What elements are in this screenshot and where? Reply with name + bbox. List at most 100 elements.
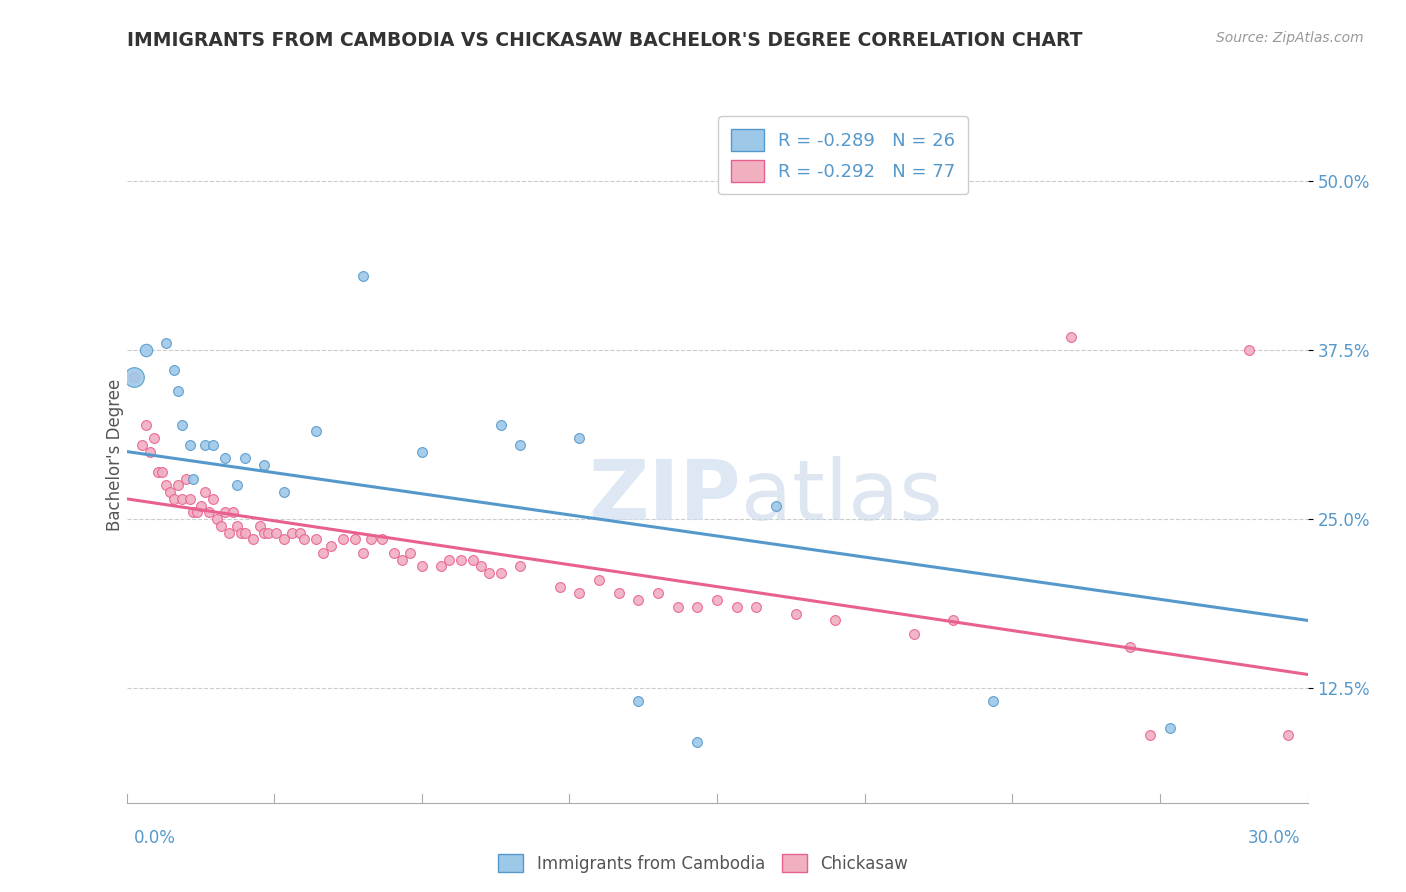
Point — [233, 451, 256, 466]
Point — [903, 627, 925, 641]
Point — [150, 465, 173, 479]
Point — [155, 336, 177, 351]
Point — [686, 735, 709, 749]
Point — [135, 343, 157, 358]
Point — [281, 525, 304, 540]
Point — [194, 438, 217, 452]
Y-axis label: Bachelor's Degree: Bachelor's Degree — [107, 379, 124, 531]
Point — [166, 384, 188, 398]
Point — [430, 559, 453, 574]
Point — [588, 573, 610, 587]
Point — [190, 499, 212, 513]
Point — [166, 478, 188, 492]
Point — [225, 478, 247, 492]
Point — [288, 525, 311, 540]
Point — [229, 525, 252, 540]
Point — [332, 533, 354, 547]
Point — [124, 370, 146, 384]
Point — [411, 559, 433, 574]
Point — [343, 533, 366, 547]
Point — [981, 694, 1004, 708]
Point — [304, 424, 326, 438]
Point — [399, 546, 422, 560]
Point — [548, 580, 571, 594]
Point — [824, 614, 846, 628]
Point — [146, 465, 169, 479]
Point — [257, 525, 280, 540]
Point — [1237, 343, 1260, 358]
Point — [725, 599, 748, 614]
Point — [205, 512, 228, 526]
Point — [198, 505, 221, 519]
Point — [183, 472, 205, 486]
Point — [124, 370, 146, 384]
Point — [439, 552, 461, 566]
Point — [225, 519, 247, 533]
Point — [666, 599, 689, 614]
Point — [1159, 722, 1181, 736]
Point — [509, 438, 531, 452]
Legend: Immigrants from Cambodia, Chickasaw: Immigrants from Cambodia, Chickasaw — [492, 847, 914, 880]
Point — [568, 586, 591, 600]
Point — [304, 533, 326, 547]
Point — [264, 525, 287, 540]
Point — [627, 694, 650, 708]
Text: atlas: atlas — [741, 456, 942, 537]
Point — [627, 593, 650, 607]
Point — [131, 438, 153, 452]
Point — [179, 491, 201, 506]
Point — [371, 533, 394, 547]
Point — [194, 485, 217, 500]
Point — [253, 525, 276, 540]
Point — [352, 268, 374, 283]
Point — [273, 485, 295, 500]
Text: ZIP: ZIP — [588, 456, 741, 537]
Point — [233, 525, 256, 540]
Point — [461, 552, 484, 566]
Point — [170, 491, 193, 506]
Point — [1060, 329, 1083, 343]
Point — [139, 444, 162, 458]
Point — [159, 485, 181, 500]
Point — [163, 491, 186, 506]
Point — [170, 417, 193, 432]
Point — [647, 586, 669, 600]
Point — [1277, 728, 1299, 742]
Point — [745, 599, 768, 614]
Point — [478, 566, 501, 581]
Legend: R = -0.289   N = 26, R = -0.292   N = 77: R = -0.289 N = 26, R = -0.292 N = 77 — [718, 116, 967, 194]
Point — [352, 546, 374, 560]
Text: 30.0%: 30.0% — [1249, 829, 1301, 847]
Point — [489, 566, 512, 581]
Point — [382, 546, 405, 560]
Point — [222, 505, 245, 519]
Text: 0.0%: 0.0% — [134, 829, 176, 847]
Point — [450, 552, 472, 566]
Point — [360, 533, 382, 547]
Point — [242, 533, 264, 547]
Point — [249, 519, 271, 533]
Point — [202, 438, 225, 452]
Point — [214, 451, 236, 466]
Point — [706, 593, 728, 607]
Point — [209, 519, 232, 533]
Point — [607, 586, 630, 600]
Point — [214, 505, 236, 519]
Point — [321, 539, 343, 553]
Point — [218, 525, 240, 540]
Text: IMMIGRANTS FROM CAMBODIA VS CHICKASAW BACHELOR'S DEGREE CORRELATION CHART: IMMIGRANTS FROM CAMBODIA VS CHICKASAW BA… — [127, 31, 1083, 50]
Point — [179, 438, 201, 452]
Point — [183, 505, 205, 519]
Point — [489, 417, 512, 432]
Point — [143, 431, 166, 445]
Text: Source: ZipAtlas.com: Source: ZipAtlas.com — [1216, 31, 1364, 45]
Point — [942, 614, 965, 628]
Point — [312, 546, 335, 560]
Point — [1119, 640, 1142, 655]
Point — [686, 599, 709, 614]
Point — [568, 431, 591, 445]
Point — [765, 499, 787, 513]
Point — [785, 607, 807, 621]
Point — [411, 444, 433, 458]
Point — [470, 559, 492, 574]
